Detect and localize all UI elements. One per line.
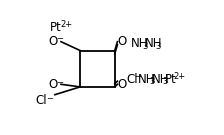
Text: NH: NH [145,37,162,50]
Text: O: O [48,35,57,48]
Text: 3: 3 [163,77,168,86]
Text: O: O [48,78,57,91]
Text: O: O [117,35,127,48]
Bar [80,50,115,87]
Text: −: − [47,94,54,103]
Text: −: − [56,78,63,87]
Text: O: O [117,78,127,91]
Text: NH: NH [152,73,169,86]
Text: Pt: Pt [50,21,61,34]
Text: 2+: 2+ [60,20,72,29]
Text: NH: NH [138,73,156,86]
Text: −: − [134,72,141,81]
Text: 2+: 2+ [174,72,186,81]
Text: Cl: Cl [126,73,138,86]
Text: 3: 3 [149,77,155,86]
Text: Pt: Pt [165,73,177,86]
Text: NH: NH [131,37,149,50]
Text: 3: 3 [156,42,161,51]
Text: −: − [56,34,63,43]
Text: 3: 3 [142,42,148,51]
Text: Cl: Cl [35,94,47,107]
